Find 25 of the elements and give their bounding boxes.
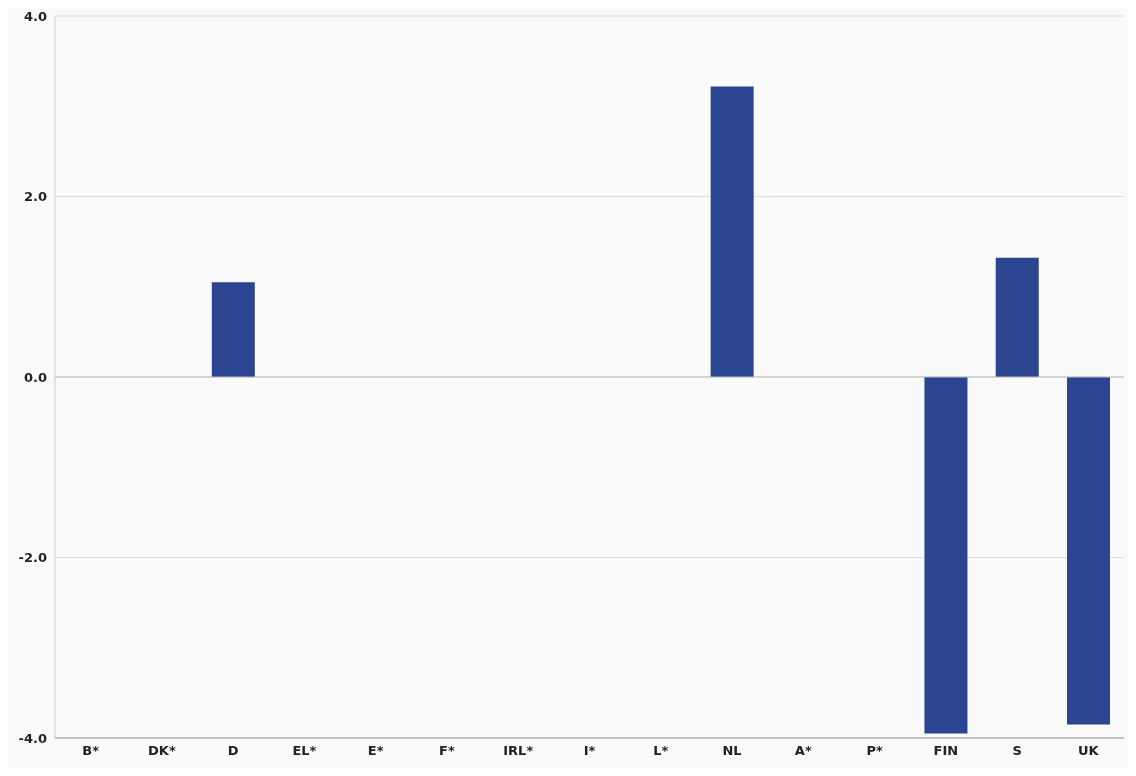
x-tick-label: DK* bbox=[148, 743, 176, 759]
x-tick-label: F* bbox=[439, 743, 455, 759]
bar bbox=[995, 257, 1039, 377]
y-tick-label: -2.0 bbox=[18, 550, 47, 566]
x-tick-label: IRL* bbox=[503, 743, 534, 759]
x-tick-label: P* bbox=[866, 743, 883, 759]
x-tick-label: D bbox=[227, 743, 239, 759]
y-tick-label: -4.0 bbox=[18, 730, 47, 746]
x-tick-label: L* bbox=[653, 743, 669, 759]
x-tick-label: EL* bbox=[292, 743, 317, 759]
y-tick-label: 4.0 bbox=[23, 8, 47, 24]
bar bbox=[211, 282, 255, 377]
bar bbox=[710, 86, 754, 377]
bar bbox=[1066, 377, 1110, 725]
x-tick-label: B* bbox=[82, 743, 100, 759]
x-tick-label: I* bbox=[583, 743, 596, 759]
x-tick-label: UK bbox=[1078, 743, 1100, 759]
bar bbox=[924, 377, 968, 734]
x-tick-label: NL bbox=[722, 743, 742, 759]
y-tick-label: 2.0 bbox=[23, 189, 47, 205]
x-tick-label: E* bbox=[367, 743, 384, 759]
y-tick-label: 0.0 bbox=[23, 369, 47, 385]
x-tick-label: FIN bbox=[933, 743, 959, 759]
x-tick-label: A* bbox=[794, 743, 812, 759]
x-tick-label: S bbox=[1012, 743, 1022, 759]
